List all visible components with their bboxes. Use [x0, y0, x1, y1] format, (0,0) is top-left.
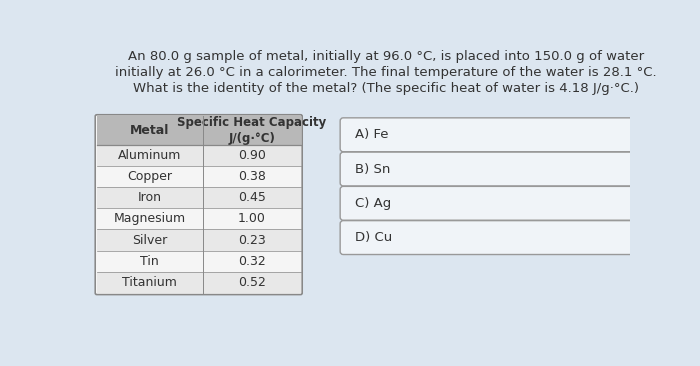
Bar [97, 145, 300, 166]
Text: 0.52: 0.52 [238, 276, 265, 289]
FancyBboxPatch shape [340, 152, 633, 186]
Text: Metal: Metal [130, 124, 169, 137]
Text: 0.45: 0.45 [238, 191, 265, 204]
Bar [97, 251, 300, 272]
Text: Copper: Copper [127, 170, 172, 183]
Bar [97, 208, 300, 229]
Text: 0.23: 0.23 [238, 234, 265, 247]
Text: Titanium: Titanium [122, 276, 177, 289]
FancyBboxPatch shape [340, 118, 633, 152]
Text: Magnesium: Magnesium [113, 212, 186, 225]
Text: Iron: Iron [138, 191, 162, 204]
Bar [97, 229, 300, 251]
Bar [97, 166, 300, 187]
Text: A) Fe: A) Fe [355, 128, 388, 141]
Text: Tin: Tin [141, 255, 159, 268]
Bar [97, 187, 300, 208]
Text: 0.90: 0.90 [238, 149, 265, 162]
Text: 0.38: 0.38 [238, 170, 265, 183]
Text: Aluminum: Aluminum [118, 149, 181, 162]
Text: Silver: Silver [132, 234, 167, 247]
FancyBboxPatch shape [340, 221, 633, 254]
Bar [97, 116, 300, 145]
FancyBboxPatch shape [95, 115, 302, 295]
Text: initially at 26.0 °C in a calorimeter. The final temperature of the water is 28.: initially at 26.0 °C in a calorimeter. T… [115, 66, 657, 79]
Text: B) Sn: B) Sn [355, 163, 391, 176]
Text: Specific Heat Capacity
J/(g·°C): Specific Heat Capacity J/(g·°C) [177, 116, 326, 145]
Text: 1.00: 1.00 [238, 212, 265, 225]
Text: 0.32: 0.32 [238, 255, 265, 268]
Text: What is the identity of the metal? (The specific heat of water is 4.18 J/g·°C.): What is the identity of the metal? (The … [133, 82, 639, 96]
FancyBboxPatch shape [340, 186, 633, 220]
Text: An 80.0 g sample of metal, initially at 96.0 °C, is placed into 150.0 g of water: An 80.0 g sample of metal, initially at … [128, 50, 644, 63]
Bar [97, 272, 300, 293]
Text: D) Cu: D) Cu [355, 231, 392, 244]
Text: C) Ag: C) Ag [355, 197, 391, 210]
